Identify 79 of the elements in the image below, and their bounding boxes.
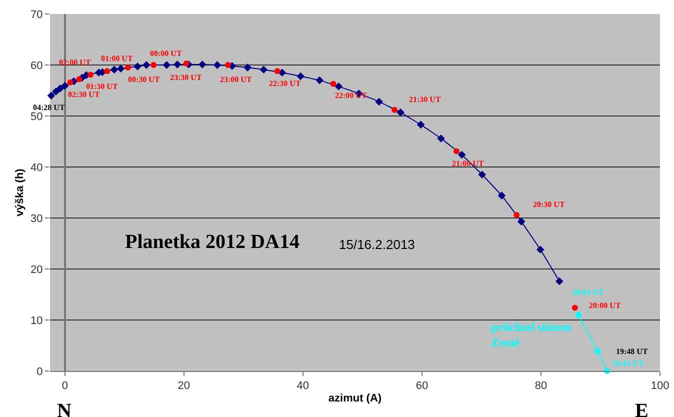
point [375, 98, 383, 106]
point [87, 72, 94, 78]
point [260, 66, 268, 74]
point [173, 60, 182, 68]
point [47, 92, 56, 100]
point [514, 212, 520, 218]
annotation: 04:28 UT [33, 103, 66, 112]
x-axis-title: azimut (A) [328, 392, 382, 404]
y-tick-label: 10 [30, 314, 43, 327]
annotation: průchod stínem Země [491, 320, 572, 350]
point [478, 170, 486, 179]
y-tick-label: 20 [30, 264, 43, 276]
point [437, 134, 445, 142]
text: E [635, 400, 648, 417]
point [104, 68, 110, 74]
y-tick-label: 0 [36, 366, 43, 378]
text: N [57, 400, 72, 417]
point [198, 60, 206, 68]
x-tick-label: 0 [62, 380, 68, 392]
x-tick-label: 60 [416, 380, 428, 392]
annotation: 00:00 UT [150, 49, 182, 58]
annotation: 20:30 UT [533, 200, 566, 209]
annotation: 20:00 UT [589, 301, 622, 310]
point [150, 62, 157, 68]
annotation: 00:30 UT [128, 75, 160, 84]
annotation: 15/16.2.2013 [339, 237, 415, 252]
point [330, 80, 336, 87]
point [213, 61, 222, 69]
y-tick-label: 50 [30, 110, 43, 123]
annotation: 19:45 UT [612, 359, 644, 368]
annotation: 23:00 UT [220, 75, 252, 84]
x-tick-label: 100 [650, 380, 670, 392]
point [334, 82, 343, 90]
y-tick-label: 40 [30, 162, 43, 174]
annotation: 21:00 UT [452, 159, 484, 168]
x-tick-label: 20 [178, 380, 190, 392]
point [572, 304, 578, 311]
point [453, 148, 460, 154]
point [458, 150, 466, 159]
point [556, 277, 564, 286]
point [498, 192, 506, 200]
point [316, 76, 324, 84]
annotation: 22:30 UT [269, 79, 302, 88]
annotation: 01:00 UT [101, 54, 134, 63]
point [536, 246, 544, 254]
y-tick-label: 30 [30, 212, 43, 225]
y-tick-label: 70 [30, 8, 43, 21]
annotation: 20:03 UT [572, 288, 604, 297]
point [224, 62, 231, 68]
annotation: 02:30 UT [68, 90, 100, 99]
x-tick-label: 80 [534, 380, 548, 392]
annotation: 01:30 UT [86, 82, 118, 91]
point [392, 106, 398, 113]
point [56, 84, 64, 92]
y-tick-label: 60 [30, 60, 43, 72]
point [110, 66, 118, 74]
point [162, 61, 171, 69]
annotation: 23:30 UT [170, 73, 202, 82]
point [134, 62, 142, 70]
annotation: 19:48 UT [616, 347, 648, 356]
point [517, 218, 526, 226]
point [183, 60, 190, 66]
point [296, 72, 304, 80]
y-axis-title: výška (h) [14, 168, 26, 216]
point [124, 64, 131, 71]
point [76, 76, 82, 82]
point [116, 64, 125, 72]
annotation: 21:30 UT [409, 95, 442, 104]
x-tick-label: 40 [296, 380, 310, 392]
point [416, 120, 425, 129]
point [142, 61, 150, 69]
point [396, 108, 404, 116]
point [575, 312, 582, 318]
point [274, 68, 280, 74]
point [60, 82, 69, 90]
annotation: Planetka 2012 DA14 [125, 231, 300, 253]
point [244, 64, 252, 72]
point [594, 348, 601, 354]
point [67, 79, 74, 86]
